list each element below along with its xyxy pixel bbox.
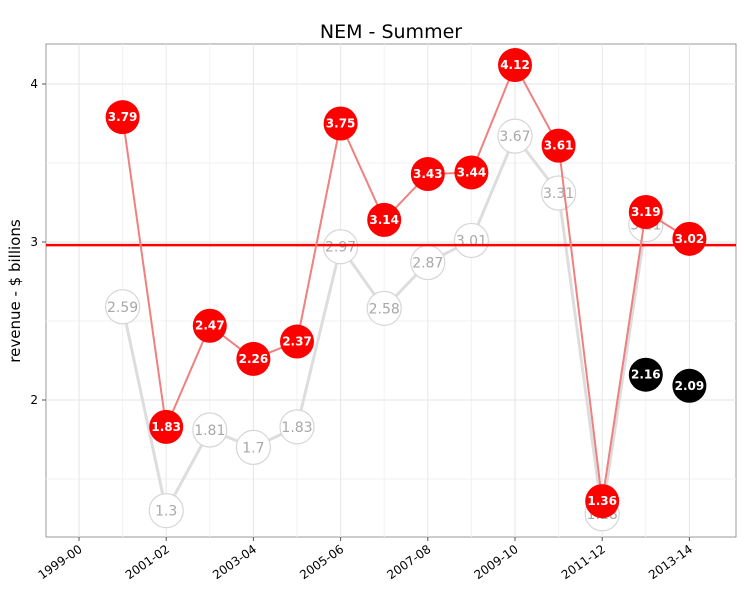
data-point <box>454 155 489 190</box>
data-point <box>280 324 314 359</box>
data-point <box>628 194 663 229</box>
gridlines <box>46 44 736 537</box>
data-point <box>497 118 533 154</box>
data-label: 1.83 <box>151 420 181 434</box>
data-point <box>585 484 620 519</box>
plot-area: 2 3 4 1999-00 2001-02 2003-04 2005-06 2007-08 20… <box>30 43 737 582</box>
data-point <box>104 289 141 325</box>
series-red: 3.79 1.83 2.47 2.26 2.37 3.75 3.14 3.43 3.44 4.12… <box>105 48 707 519</box>
x-tick-label: 2013-14 <box>646 542 695 582</box>
series-black: 2.16 2.09 <box>628 357 707 403</box>
data-label: 1.81 <box>194 423 225 439</box>
data-label: 3.61 <box>544 139 574 153</box>
x-tick-label: 2003-04 <box>210 542 259 582</box>
data-point <box>628 357 663 392</box>
data-label: 1.3 <box>155 504 177 520</box>
data-point <box>192 308 227 343</box>
data-point <box>192 412 228 448</box>
data-label: 1.83 <box>281 420 312 436</box>
data-label: 2.37 <box>282 335 312 349</box>
y-tick-label: 3 <box>30 235 38 249</box>
data-point <box>540 175 577 211</box>
data-point <box>105 100 140 135</box>
data-label: 3.14 <box>369 213 399 227</box>
data-point <box>672 368 707 403</box>
x-tick-label: 2001-02 <box>123 542 172 582</box>
data-label: 4.12 <box>500 58 530 72</box>
data-label: 3.79 <box>108 110 138 124</box>
y-axis-label: revenue - $ billions <box>6 219 24 363</box>
data-point <box>279 409 315 445</box>
data-label: 1.36 <box>587 494 617 508</box>
data-point <box>323 229 359 265</box>
data-label: 3.31 <box>543 186 574 202</box>
data-label: 3.01 <box>456 233 487 249</box>
x-tick-label: 1999-00 <box>36 542 85 582</box>
x-tick-label: 2005-06 <box>297 542 346 582</box>
data-label: 3.19 <box>631 205 661 219</box>
data-point <box>323 106 358 141</box>
data-label: 2.87 <box>412 256 443 272</box>
data-label: 3.67 <box>499 129 530 145</box>
data-label: 3.02 <box>675 232 705 246</box>
data-point <box>410 157 445 192</box>
data-point <box>453 222 489 259</box>
data-point <box>149 409 184 444</box>
chart-title: NEM - Summer <box>320 21 462 43</box>
data-point <box>236 341 271 376</box>
data-point <box>541 128 576 163</box>
data-label: 3.44 <box>457 165 487 179</box>
data-point <box>367 202 402 237</box>
data-label: 2.59 <box>107 300 138 316</box>
data-label: 2.26 <box>239 352 269 366</box>
data-label: 1.7 <box>242 440 264 456</box>
x-tick-label: 2009-10 <box>472 542 521 582</box>
data-label: 2.58 <box>369 301 400 317</box>
data-point <box>148 493 184 529</box>
data-label: 2.47 <box>195 319 225 333</box>
data-label: 2.16 <box>631 368 661 382</box>
data-label: 3.43 <box>413 167 443 181</box>
data-label: 3.75 <box>326 117 356 131</box>
x-tick-label: 2007-08 <box>384 542 433 582</box>
data-label: 2.09 <box>675 379 705 393</box>
x-tick-label: 2011-12 <box>559 542 608 582</box>
data-point <box>366 290 402 326</box>
data-point <box>498 48 532 83</box>
data-point <box>672 221 707 256</box>
y-tick-label: 4 <box>30 77 38 91</box>
plot-panel <box>45 43 737 538</box>
y-tick-label: 2 <box>30 393 38 407</box>
data-label: 2.97 <box>325 240 356 256</box>
data-point <box>235 429 271 465</box>
